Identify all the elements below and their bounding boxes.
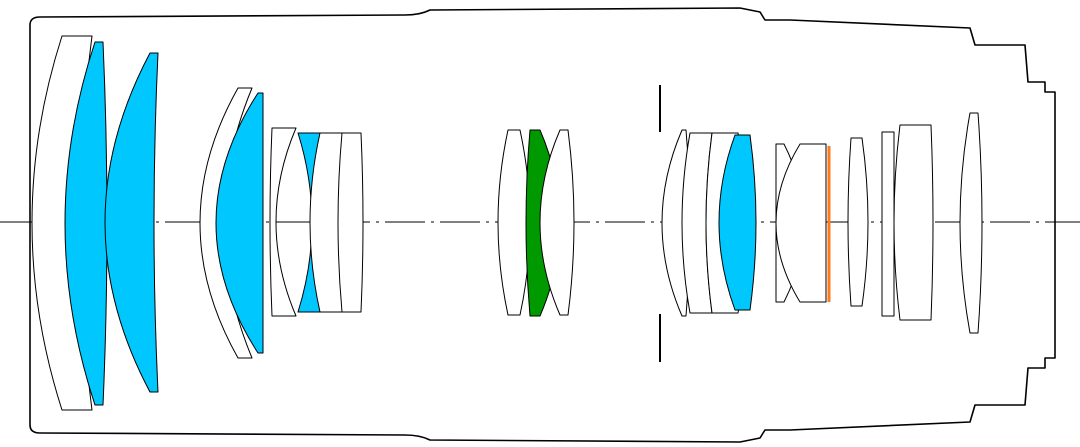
barrel-bottom [29, 225, 1056, 443]
lens-element-16 [718, 134, 757, 311]
lens-element-9 [337, 132, 364, 313]
lens-element-3 [104, 52, 159, 393]
barrel-top [29, 7, 1056, 225]
lens-element-5 [215, 92, 264, 354]
lens-element-22 [959, 112, 983, 334]
lens-element-6 [269, 127, 297, 317]
lens-element-10 [497, 129, 531, 316]
lens-element-18 [775, 143, 827, 303]
lens-elements [31, 35, 983, 411]
lens-element-20 [881, 131, 895, 317]
lens-barrel-outline [29, 7, 1056, 443]
lens-element-12 [539, 129, 575, 316]
lens-element-21 [893, 124, 934, 321]
lens-element-2 [64, 41, 108, 406]
lens-element-19 [847, 137, 869, 307]
